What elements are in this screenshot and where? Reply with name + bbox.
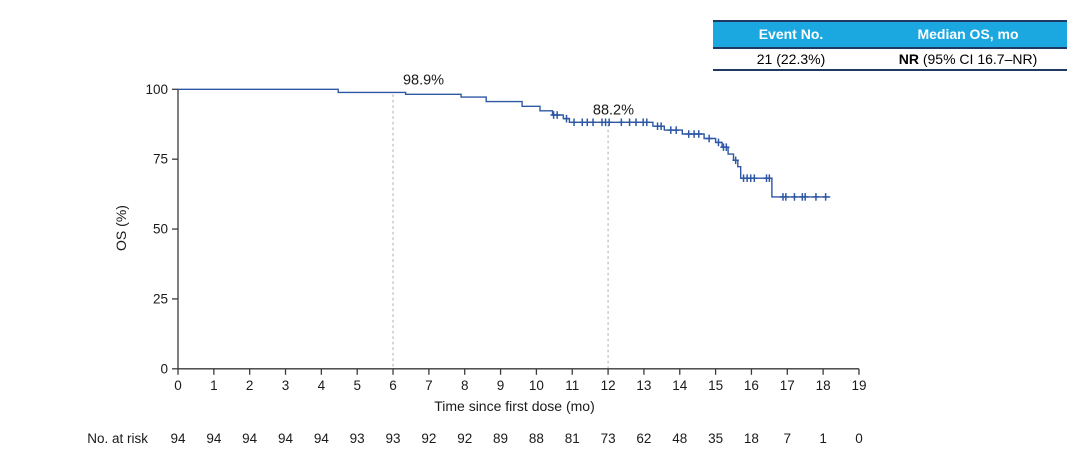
no-at-risk-count: 1	[819, 431, 827, 446]
no-at-risk-label: No. at risk	[87, 431, 148, 446]
summary-table-mid-rule	[713, 47, 1067, 49]
km-curve	[178, 88, 831, 198]
no-at-risk-count: 89	[493, 431, 508, 446]
y-tick-label: 25	[153, 291, 168, 306]
x-tick-label: 17	[780, 378, 795, 393]
summary-value-median-os: NR (95% CI 16.7–NR)	[869, 49, 1067, 69]
y-tick-label: 75	[153, 152, 168, 167]
x-tick-label: 0	[174, 378, 182, 393]
no-at-risk-count: 18	[744, 431, 759, 446]
no-at-risk-count: 93	[386, 431, 401, 446]
summary-table-header-row: Event No. Median OS, mo	[713, 22, 1067, 47]
summary-table: Event No. Median OS, mo 21 (22.3%) NR (9…	[713, 20, 1067, 71]
x-tick-label: 7	[425, 378, 433, 393]
x-tick-label: 13	[636, 378, 651, 393]
y-axis-title: OS (%)	[113, 205, 129, 251]
no-at-risk-count: 92	[457, 431, 472, 446]
summary-table-top-rule	[713, 20, 1067, 22]
summary-value-event-no: 21 (22.3%)	[756, 51, 826, 67]
x-tick-label: 9	[497, 378, 505, 393]
summary-header-event-no: Event No.	[758, 26, 824, 42]
no-at-risk-count: 94	[206, 431, 222, 446]
x-tick-label: 12	[601, 378, 616, 393]
no-at-risk-count: 94	[242, 431, 258, 446]
x-tick-label: 2	[246, 378, 254, 393]
no-at-risk-count: 94	[314, 431, 330, 446]
no-at-risk-count: 88	[529, 431, 544, 446]
x-tick-label: 1	[210, 378, 218, 393]
x-tick-label: 5	[353, 378, 361, 393]
no-at-risk-count: 48	[672, 431, 687, 446]
x-axis-title: Time since first dose (mo)	[434, 398, 595, 414]
no-at-risk-count: 7	[784, 431, 792, 446]
no-at-risk-count: 62	[636, 431, 651, 446]
no-at-risk-count: 93	[350, 431, 365, 446]
x-tick-label: 3	[282, 378, 290, 393]
no-at-risk-count: 73	[601, 431, 616, 446]
survival-rate-annotation: 88.2%	[593, 102, 634, 118]
y-tick-label: 0	[160, 361, 168, 376]
x-tick-label: 6	[389, 378, 397, 393]
x-tick-label: 19	[851, 378, 866, 393]
survival-rate-annotation: 98.9%	[403, 72, 444, 88]
no-at-risk-count: 92	[421, 431, 436, 446]
no-at-risk-count: 94	[278, 431, 294, 446]
x-tick-label: 11	[565, 378, 579, 393]
x-tick-label: 15	[708, 378, 723, 393]
x-tick-label: 10	[529, 378, 544, 393]
x-tick-label: 8	[461, 378, 469, 393]
x-tick-label: 14	[672, 378, 688, 393]
x-tick-label: 4	[318, 378, 326, 393]
no-at-risk-count: 0	[855, 431, 863, 446]
summary-header-median-os: Median OS, mo	[917, 26, 1019, 42]
summary-table-value-row: 21 (22.3%) NR (95% CI 16.7–NR)	[713, 49, 1067, 69]
no-at-risk-count: 81	[565, 431, 580, 446]
no-at-risk-count: 94	[170, 431, 186, 446]
y-tick-label: 100	[145, 82, 168, 97]
median-os-nr: NR	[898, 51, 919, 67]
no-at-risk-count: 35	[708, 431, 723, 446]
x-tick-label: 18	[816, 378, 831, 393]
median-os-ci: (95% CI 16.7–NR)	[918, 51, 1038, 67]
x-tick-label: 16	[744, 378, 759, 393]
summary-table-bottom-rule	[713, 69, 1067, 71]
y-tick-label: 50	[153, 222, 168, 237]
